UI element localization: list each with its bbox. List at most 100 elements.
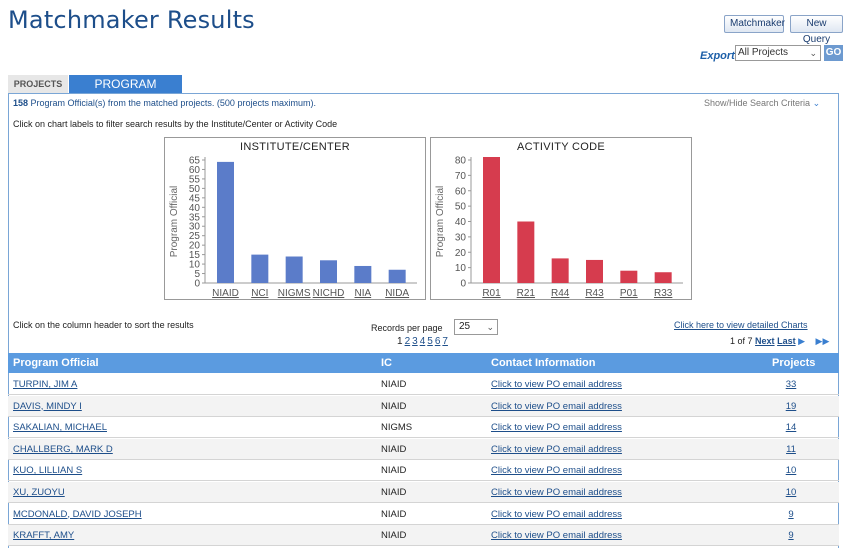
contact-email-link[interactable]: Click to view PO email address xyxy=(491,465,622,477)
last-page-link[interactable]: Last xyxy=(777,336,796,346)
ic-cell: NIGMS xyxy=(381,422,413,434)
next-page-link[interactable]: Next xyxy=(755,336,775,346)
projects-count-link[interactable]: 14 xyxy=(785,422,797,434)
chart-title: INSTITUTE/CENTER xyxy=(240,141,350,153)
chart-bar[interactable] xyxy=(251,254,269,283)
export-select[interactable]: All Projects ⌄ xyxy=(735,45,821,61)
last-arrow-icon[interactable]: ▶▶ xyxy=(815,336,830,346)
chart-bar[interactable] xyxy=(654,272,672,283)
projects-count-link[interactable]: 11 xyxy=(786,443,796,455)
contact-email-link[interactable]: Click to view PO email address xyxy=(491,530,622,542)
matchmaker-button[interactable]: Matchmaker xyxy=(724,15,785,33)
y-tick-label: 0 xyxy=(460,279,466,290)
program-official-link[interactable]: XU, ZUOYU xyxy=(13,487,65,498)
page-link[interactable]: 7 xyxy=(442,336,448,347)
category-label[interactable]: NCI xyxy=(251,288,268,299)
records-per-page-select[interactable]: 25 ⌄ xyxy=(454,319,498,335)
projects-count-link[interactable]: 33 xyxy=(785,379,797,390)
program-official-link[interactable]: TURPIN, JIM A xyxy=(13,379,78,390)
chart-bar[interactable] xyxy=(551,258,569,283)
y-tick-label: 55 xyxy=(189,174,201,185)
ic-cell: NIAID xyxy=(381,530,407,542)
projects-count-link[interactable]: 19 xyxy=(785,400,797,412)
chart-bar[interactable] xyxy=(483,157,500,283)
y-tick-label: 5 xyxy=(194,269,200,280)
page-link[interactable]: 4 xyxy=(419,336,426,347)
next-arrow-icon[interactable]: ▶ xyxy=(798,336,806,346)
y-axis-label: Program Official xyxy=(435,186,446,258)
projects-count-link[interactable]: 10 xyxy=(785,465,797,477)
category-label[interactable]: P01 xyxy=(620,288,638,299)
program-official-link[interactable]: DAVIS, MINDY I xyxy=(13,400,82,412)
y-tick-label: 50 xyxy=(189,184,201,195)
page-link[interactable]: 3 xyxy=(412,336,418,347)
page-link[interactable]: 6 xyxy=(434,336,441,347)
results-summary-text: Program Official(s) from the matched pro… xyxy=(28,98,316,108)
program-official-link[interactable]: MCDONALD, DAVID JOSEPH xyxy=(13,508,142,520)
projects-count-link[interactable]: 9 xyxy=(788,508,794,520)
y-tick-label: 80 xyxy=(455,156,467,167)
chart-bar[interactable] xyxy=(217,161,234,283)
new-query-button[interactable]: New Query xyxy=(790,15,843,45)
category-label[interactable]: NIDA xyxy=(385,288,409,299)
ic-cell: NIAID xyxy=(381,465,407,477)
projects-count-link[interactable]: 10 xyxy=(785,487,797,498)
column-header-ic[interactable]: IC xyxy=(381,357,392,369)
category-label[interactable]: R21 xyxy=(517,288,536,299)
y-tick-label: 20 xyxy=(189,241,201,252)
program-official-link[interactable]: SAKALIAN, MICHAEL xyxy=(13,422,107,434)
program-official-link[interactable]: KRAFFT, AMY xyxy=(13,530,75,542)
chart-bar[interactable] xyxy=(320,260,337,283)
category-label[interactable]: R01 xyxy=(482,288,501,299)
contact-email-link[interactable]: Click to view PO email address xyxy=(491,422,622,434)
table-row: XU, ZUOYU NIAID Click to view PO email add… xyxy=(8,482,839,503)
category-label[interactable]: R43 xyxy=(585,288,604,299)
page-link[interactable]: 2 xyxy=(404,336,411,347)
program-official-link[interactable]: KUO, LILLIAN S xyxy=(13,465,83,477)
column-header-projects[interactable]: Projects xyxy=(772,357,816,369)
tab-projects[interactable]: PROJECTS xyxy=(8,75,68,93)
ic-cell: NIAID xyxy=(381,508,407,520)
contact-email-link[interactable]: Click to view PO email address xyxy=(491,400,622,412)
category-label[interactable]: NIGMS xyxy=(278,288,311,299)
contact-email-link[interactable]: Click to view PO email address xyxy=(491,379,622,390)
table-header: Program Official IC Contact Information … xyxy=(8,353,839,373)
page-title: Matchmaker Results xyxy=(8,6,255,34)
tab-program-official[interactable]: PROGRAM OFFICIAL xyxy=(69,75,182,109)
page-link[interactable]: 1 xyxy=(397,336,403,347)
table-row: SAKALIAN, MICHAEL NIGMS Click to view PO e… xyxy=(8,417,839,439)
y-tick-label: 40 xyxy=(455,217,467,228)
category-label[interactable]: NIA xyxy=(354,288,371,299)
y-tick-label: 60 xyxy=(189,165,201,176)
chart-bar[interactable] xyxy=(620,270,638,283)
column-header-program-official[interactable]: Program Official xyxy=(13,357,99,369)
y-tick-label: 50 xyxy=(455,202,467,213)
table-row: TURPIN, JIM A NIAID Click to view PO email… xyxy=(8,374,839,395)
y-tick-label: 70 xyxy=(455,171,467,182)
chevron-down-icon: ⌄ xyxy=(812,98,821,108)
y-tick-label: 15 xyxy=(189,250,201,261)
column-header-contact[interactable]: Contact Information xyxy=(491,357,596,369)
page-link[interactable]: 5 xyxy=(427,336,433,347)
show-hide-criteria-toggle[interactable]: Show/Hide Search Criteria ⌄ xyxy=(704,98,820,109)
detailed-charts-link[interactable]: Click here to view detailed Charts xyxy=(674,320,808,330)
chart-bar[interactable] xyxy=(285,256,303,283)
y-tick-label: 0 xyxy=(194,279,200,290)
chart-bar[interactable] xyxy=(586,259,603,283)
y-tick-label: 25 xyxy=(189,231,201,242)
category-label[interactable]: NIAID xyxy=(212,288,239,299)
contact-email-link[interactable]: Click to view PO email address xyxy=(491,508,622,520)
chart-bar[interactable] xyxy=(517,221,535,284)
program-official-link[interactable]: CHALLBERG, MARK D xyxy=(13,443,113,455)
export-go-button[interactable]: GO xyxy=(824,45,843,61)
category-label[interactable]: R44 xyxy=(551,288,570,299)
chart-bar[interactable] xyxy=(388,269,406,283)
activity-chart: ACTIVITY CODE Program Official 0 10 20 30 40 5… xyxy=(430,137,692,300)
contact-email-link[interactable]: Click to view PO email address xyxy=(491,443,622,455)
category-label[interactable]: NICHD xyxy=(313,288,345,299)
y-tick-label: 30 xyxy=(189,222,201,233)
projects-count-link[interactable]: 9 xyxy=(788,530,794,542)
category-label[interactable]: R33 xyxy=(654,288,673,299)
contact-email-link[interactable]: Click to view PO email address xyxy=(491,487,622,498)
chart-bar[interactable] xyxy=(354,265,372,283)
